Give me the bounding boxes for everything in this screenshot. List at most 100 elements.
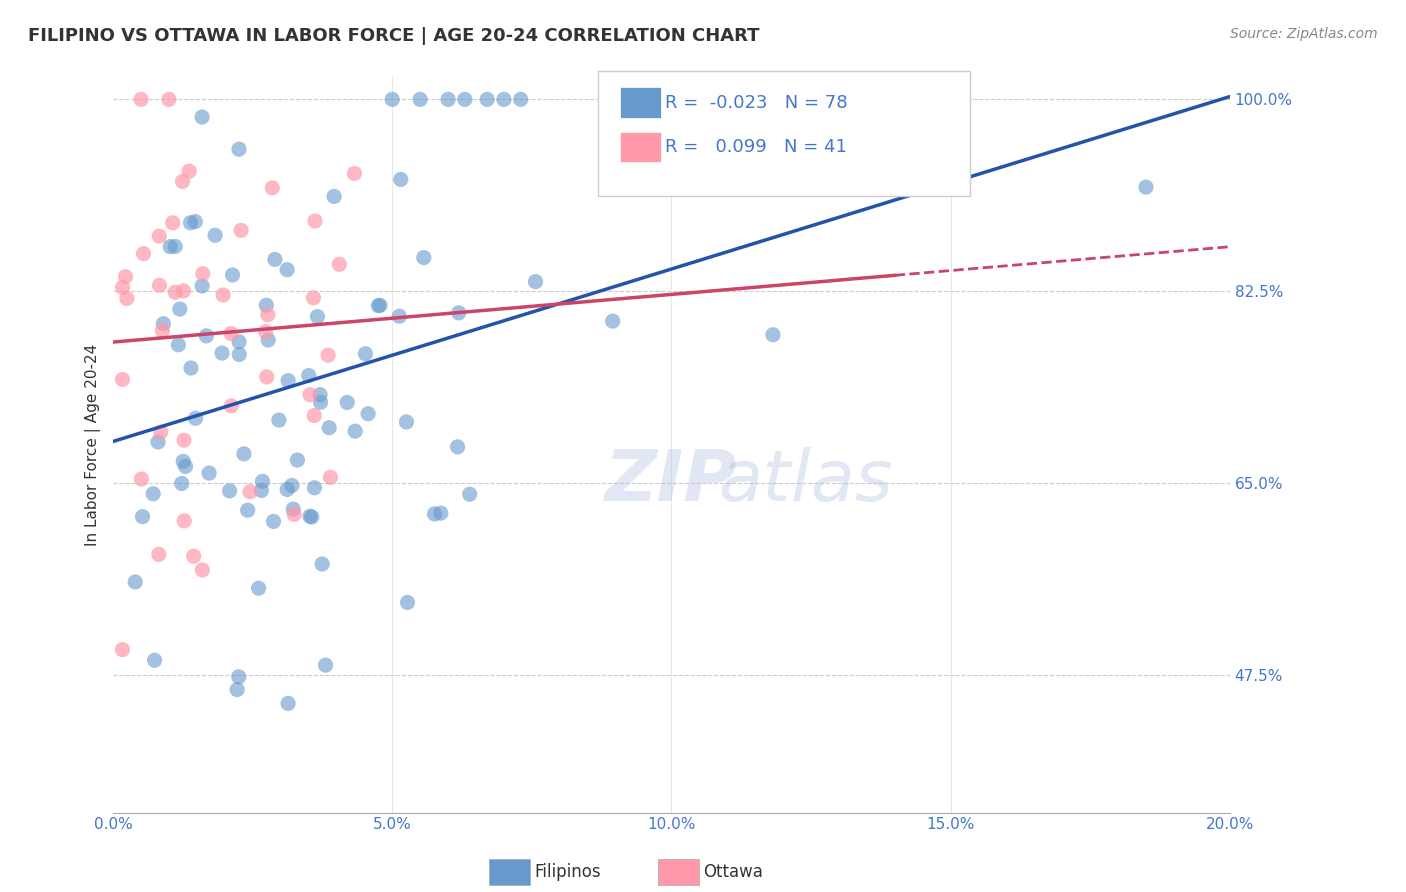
Point (152, 317, 174, 331)
Point (162, 216, 184, 230)
Point (114, 269, 136, 284)
Point (254, 325, 277, 339)
Point (228, 334, 250, 349)
Point (236, 503, 259, 517)
Point (129, 92, 152, 106)
Point (170, 476, 193, 491)
Point (423, 507, 446, 521)
Point (302, 291, 325, 305)
Point (191, 110, 214, 124)
Point (287, 453, 309, 467)
Point (150, 324, 173, 338)
Point (311, 557, 333, 571)
Point (228, 142, 250, 156)
Point (218, 483, 240, 498)
Point (315, 658, 337, 673)
Point (437, 92, 460, 106)
Point (256, 308, 278, 322)
Point (343, 166, 366, 180)
Point (283, 502, 305, 516)
Point (219, 326, 242, 341)
Point (184, 411, 207, 425)
Point (179, 164, 201, 178)
Point (157, 92, 180, 106)
Point (211, 346, 233, 360)
Point (336, 395, 359, 409)
Point (232, 447, 254, 461)
Point (238, 62, 260, 76)
Point (307, 310, 329, 324)
Point (254, 298, 277, 312)
Point (143, 653, 166, 667)
Point (283, 508, 305, 522)
Point (412, 251, 434, 265)
Point (252, 475, 274, 489)
Point (165, 285, 187, 300)
Point (111, 280, 134, 294)
Point (115, 292, 138, 306)
Point (132, 246, 155, 260)
Point (198, 466, 221, 480)
Point (172, 174, 194, 188)
Point (302, 409, 325, 423)
Point (221, 268, 243, 282)
Point (165, 239, 187, 253)
Point (180, 361, 202, 376)
Point (368, 298, 391, 312)
Point (247, 581, 270, 595)
Point (212, 288, 235, 302)
Point (257, 333, 280, 347)
Point (173, 514, 195, 528)
Point (264, 252, 287, 267)
Point (169, 302, 191, 317)
Point (454, 92, 477, 106)
Point (263, 515, 285, 529)
Point (309, 387, 332, 401)
Point (301, 510, 323, 524)
Point (111, 642, 134, 657)
Point (148, 547, 170, 561)
Point (367, 299, 389, 313)
Point (381, 92, 404, 106)
Point (276, 483, 298, 497)
Point (124, 574, 146, 589)
Point (446, 440, 468, 454)
Point (281, 478, 304, 492)
Point (602, 314, 624, 328)
Text: Filipinos: Filipinos (534, 863, 600, 881)
Point (228, 347, 250, 361)
Point (389, 172, 412, 186)
Point (316, 348, 339, 362)
Point (524, 275, 547, 289)
Point (357, 407, 380, 421)
Point (148, 278, 170, 293)
Point (328, 257, 350, 271)
Text: FILIPINO VS OTTAWA IN LABOR FORCE | AGE 20-24 CORRELATION CHART: FILIPINO VS OTTAWA IN LABOR FORCE | AGE … (28, 27, 759, 45)
Point (159, 239, 181, 253)
Text: R =  -0.023   N = 78: R = -0.023 N = 78 (665, 94, 848, 112)
Y-axis label: In Labor Force | Age 20-24: In Labor Force | Age 20-24 (86, 343, 101, 546)
Point (250, 483, 273, 498)
Point (167, 337, 190, 351)
Point (276, 262, 298, 277)
Point (179, 216, 201, 230)
Point (172, 284, 194, 298)
Point (509, 92, 531, 106)
Point (146, 434, 169, 449)
Text: Ottawa: Ottawa (703, 863, 763, 881)
Point (304, 481, 326, 495)
Point (149, 425, 172, 439)
Point (344, 424, 367, 438)
Point (131, 509, 153, 524)
Point (229, 223, 252, 237)
Point (172, 454, 194, 468)
Text: R =   0.099   N = 41: R = 0.099 N = 41 (665, 138, 846, 156)
Point (267, 413, 290, 427)
Point (204, 228, 226, 243)
Point (142, 487, 165, 501)
Point (429, 506, 451, 520)
Point (323, 189, 346, 203)
Point (256, 370, 278, 384)
Point (762, 327, 785, 342)
Point (184, 214, 207, 228)
